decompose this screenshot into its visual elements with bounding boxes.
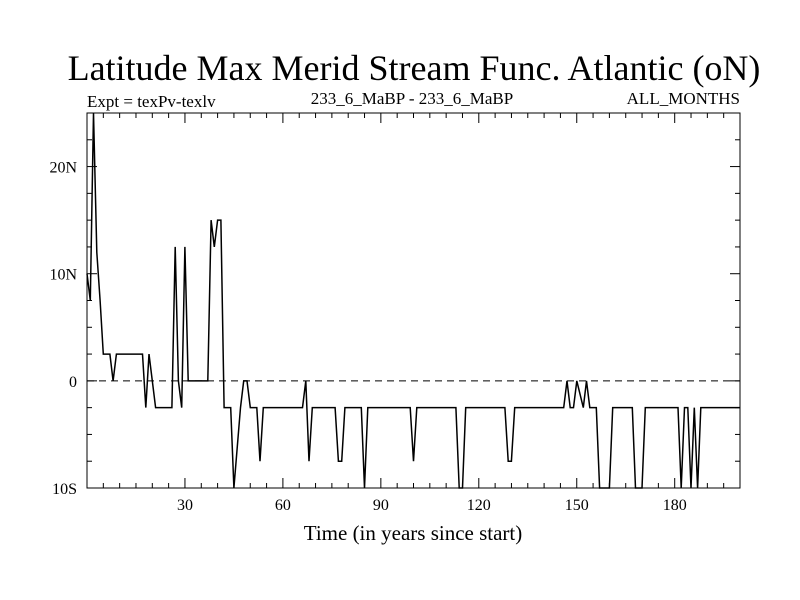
y-axis-ticks: 20N 10N 0 10S: [49, 160, 740, 498]
y-tick-label: 20N: [49, 160, 77, 177]
series-line-latitude: [86, 112, 740, 489]
x-axis-label: Time (in years since start): [304, 521, 523, 545]
x-tick-label: 90: [373, 497, 389, 514]
subtitle-run: 233_6_MaBP - 233_6_MaBP: [311, 89, 513, 108]
x-tick-label: 180: [663, 497, 687, 514]
plot-frame: [86, 112, 741, 489]
x-axis-ticks: 30 60 90 120 150 180: [177, 113, 687, 514]
subtitle-months: ALL_MONTHS: [627, 89, 740, 108]
chart-title: Latitude Max Merid Stream Func. Atlantic…: [68, 48, 761, 88]
x-tick-label: 150: [565, 497, 589, 514]
x-tick-label: 60: [275, 497, 291, 514]
minor-ticks: [87, 113, 740, 488]
y-tick-label: 0: [69, 374, 77, 391]
series-group: [86, 112, 740, 489]
y-tick-label: 10N: [49, 267, 77, 284]
subtitle-experiment: Expt = texPv-texlv: [87, 92, 216, 111]
x-tick-label: 120: [467, 497, 491, 514]
y-tick-label: 10S: [52, 481, 77, 498]
x-tick-label: 30: [177, 497, 193, 514]
